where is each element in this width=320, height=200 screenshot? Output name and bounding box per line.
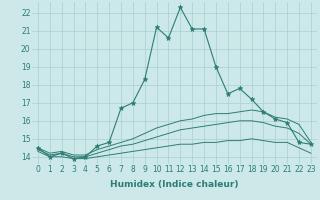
X-axis label: Humidex (Indice chaleur): Humidex (Indice chaleur) xyxy=(110,180,239,189)
